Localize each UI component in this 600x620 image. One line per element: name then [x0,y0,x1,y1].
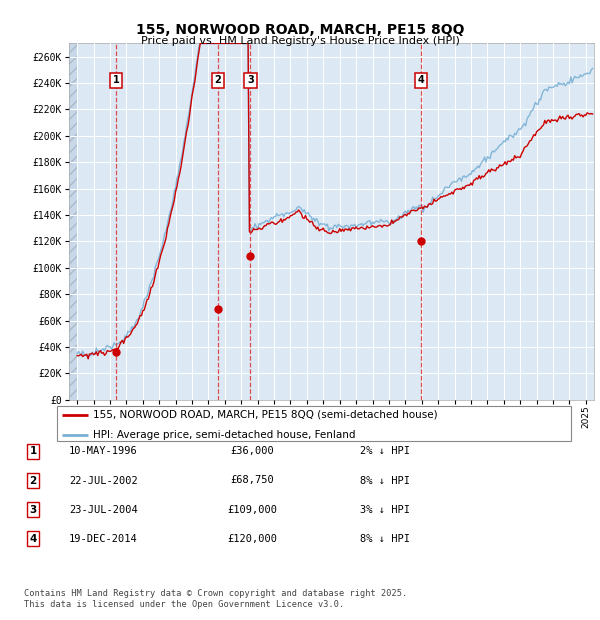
Text: 3% ↓ HPI: 3% ↓ HPI [360,505,410,515]
FancyBboxPatch shape [56,406,571,441]
Text: 22-JUL-2002: 22-JUL-2002 [69,476,138,485]
Text: 1: 1 [29,446,37,456]
Text: 8% ↓ HPI: 8% ↓ HPI [360,534,410,544]
Text: 3: 3 [247,76,254,86]
Text: 4: 4 [29,534,37,544]
Text: 4: 4 [418,76,425,86]
Text: 23-JUL-2004: 23-JUL-2004 [69,505,138,515]
Text: Contains HM Land Registry data © Crown copyright and database right 2025.
This d: Contains HM Land Registry data © Crown c… [24,590,407,609]
Text: 2: 2 [214,76,221,86]
Text: £36,000: £36,000 [230,446,274,456]
Text: 8% ↓ HPI: 8% ↓ HPI [360,476,410,485]
Text: 3: 3 [29,505,37,515]
Text: 19-DEC-2014: 19-DEC-2014 [69,534,138,544]
Bar [69,43,77,400]
Text: 2% ↓ HPI: 2% ↓ HPI [360,446,410,456]
Text: 2: 2 [29,476,37,485]
Text: HPI: Average price, semi-detached house, Fenland: HPI: Average price, semi-detached house,… [93,430,356,440]
Text: 155, NORWOOD ROAD, MARCH, PE15 8QQ: 155, NORWOOD ROAD, MARCH, PE15 8QQ [136,23,464,37]
Text: 1: 1 [113,76,119,86]
Text: £109,000: £109,000 [227,505,277,515]
Text: £68,750: £68,750 [230,476,274,485]
Text: £120,000: £120,000 [227,534,277,544]
Text: 155, NORWOOD ROAD, MARCH, PE15 8QQ (semi-detached house): 155, NORWOOD ROAD, MARCH, PE15 8QQ (semi… [93,410,438,420]
Text: 10-MAY-1996: 10-MAY-1996 [69,446,138,456]
Bar [69,43,77,400]
Text: Price paid vs. HM Land Registry's House Price Index (HPI): Price paid vs. HM Land Registry's House … [140,36,460,46]
